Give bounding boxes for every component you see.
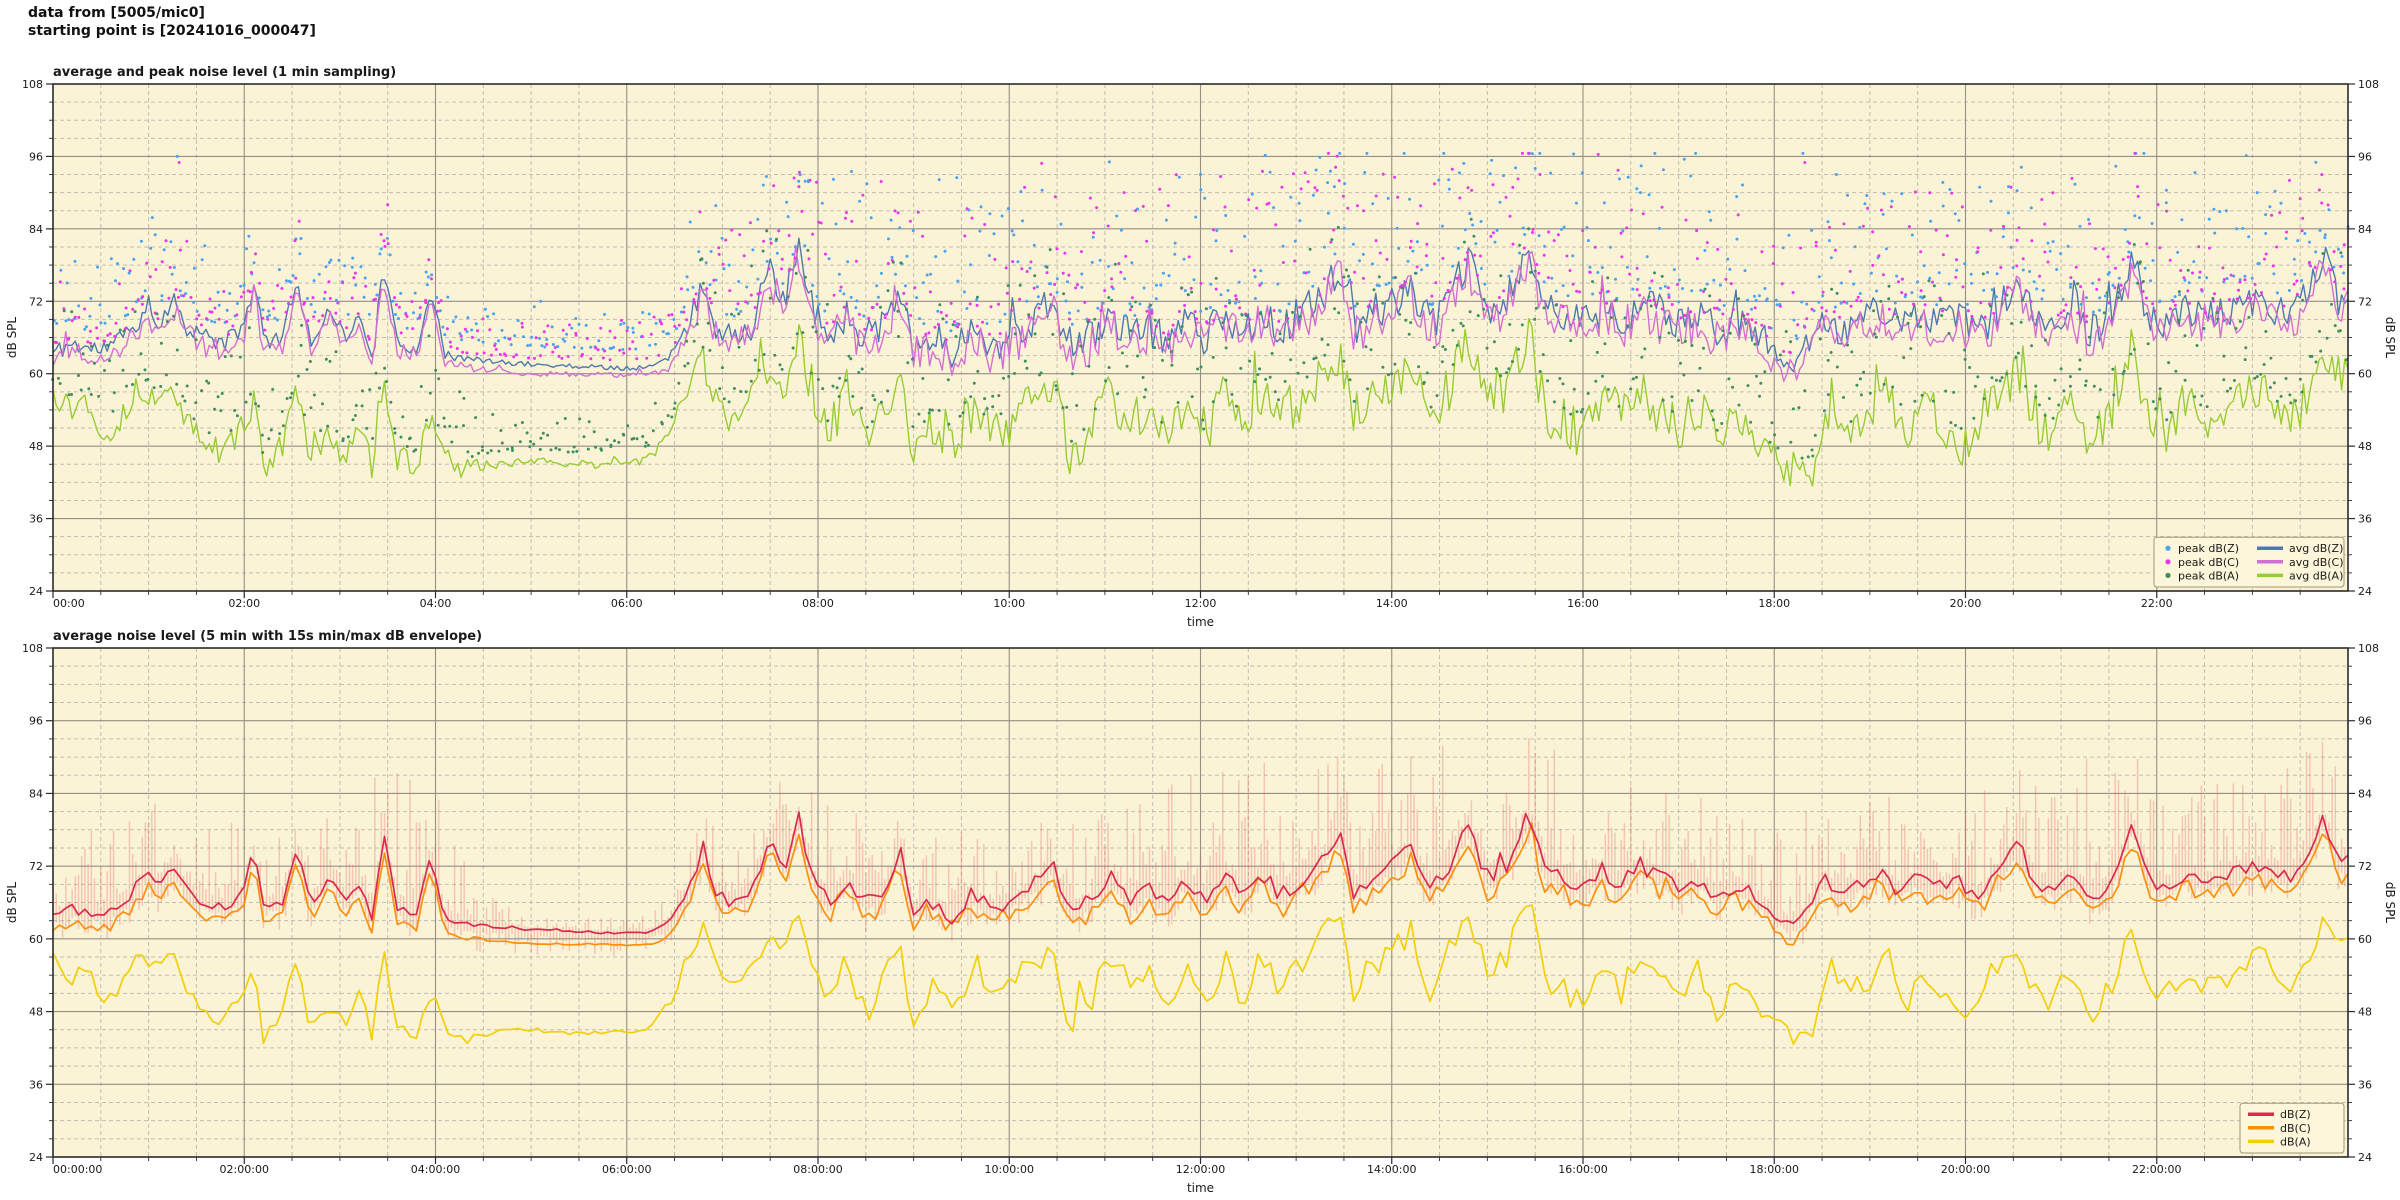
svg-text:96: 96 <box>2358 150 2372 163</box>
series-db-a- <box>52 904 2349 1045</box>
header-start-line: starting point is [20241016_000047] <box>28 23 316 39</box>
x-tick-label: 20:00 <box>1950 597 1982 610</box>
svg-text:108: 108 <box>22 642 43 655</box>
header-source-line: data from [5005/mic0] <box>28 5 205 21</box>
svg-text:36: 36 <box>2358 513 2372 526</box>
svg-text:24: 24 <box>2358 585 2372 598</box>
legend-label: peak dB(Z) <box>2178 542 2239 555</box>
axes: 24 24 36 36 48 48 60 60 72 72 84 84 96 96 108 108 00:00 0… <box>22 78 2379 610</box>
x-tick-label: 10:00 <box>993 597 1025 610</box>
x-tick-label: 18:00 <box>1758 597 1790 610</box>
series-db-c- <box>52 822 2349 947</box>
x-axis-label: time <box>1187 1181 1214 1195</box>
x-tick-label: 18:00:00 <box>1750 1163 1799 1176</box>
series-peak-db-z- <box>52 151 2350 351</box>
series-avg-db-c- <box>52 244 2349 383</box>
chart-title: average and peak noise level (1 min samp… <box>53 65 396 80</box>
svg-text:84: 84 <box>29 787 43 800</box>
svg-text:24: 24 <box>29 585 43 598</box>
x-tick-label: 06:00:00 <box>602 1163 651 1176</box>
svg-text:108: 108 <box>22 78 43 91</box>
x-tick-label: 08:00 <box>802 597 834 610</box>
legend-marker-dot <box>2165 559 2171 565</box>
x-tick-label: 08:00:00 <box>793 1163 842 1176</box>
svg-text:72: 72 <box>29 860 43 873</box>
svg-text:84: 84 <box>2358 223 2372 236</box>
grid <box>53 648 2348 1157</box>
legend-marker-dot <box>2165 545 2171 551</box>
svg-text:48: 48 <box>29 440 43 453</box>
legend-label: avg dB(A) <box>2289 569 2343 582</box>
y-axis-label-left: dB SPL <box>5 317 19 359</box>
x-tick-label: 02:00 <box>228 597 260 610</box>
x-tick-label: 12:00 <box>1185 597 1217 610</box>
top-chart: 24 24 36 36 48 48 60 60 72 72 84 84 96 96 108 108 00:00 0… <box>5 65 2397 629</box>
y-axis-label-right: dB SPL <box>2383 317 2397 359</box>
svg-text:60: 60 <box>2358 368 2372 381</box>
series-peak-db-c- <box>53 151 2346 362</box>
x-tick-label: 04:00:00 <box>411 1163 460 1176</box>
svg-text:36: 36 <box>29 513 43 526</box>
svg-text:108: 108 <box>2358 78 2379 91</box>
svg-text:72: 72 <box>2358 860 2372 873</box>
svg-text:84: 84 <box>2358 787 2372 800</box>
series-peak-db-a- <box>51 217 2348 460</box>
x-tick-label: 10:00:00 <box>985 1163 1034 1176</box>
y-axis-label-right: dB SPL <box>2383 882 2397 924</box>
series-avg-db-z- <box>52 237 2349 373</box>
grid <box>53 84 2348 591</box>
legend-marker-dot <box>2165 572 2171 579</box>
chart-title: average noise level (5 min with 15s min/… <box>53 629 482 644</box>
svg-text:96: 96 <box>29 715 43 728</box>
legend-label: avg dB(C) <box>2289 556 2344 569</box>
svg-text:36: 36 <box>2358 1078 2372 1091</box>
svg-text:84: 84 <box>29 223 43 236</box>
svg-text:96: 96 <box>29 150 43 163</box>
legend: peak dB(Z) avg dB(Z) peak dB(C) avg dB(C) pe… <box>2153 536 2345 588</box>
bottom-chart: 24 24 36 36 48 48 60 60 72 72 84 84 96 96 108 108 00:00:… <box>5 629 2397 1195</box>
svg-text:60: 60 <box>29 933 43 946</box>
svg-text:48: 48 <box>2358 1006 2372 1019</box>
y-axis-label-left: dB SPL <box>5 882 19 924</box>
svg-text:48: 48 <box>2358 440 2372 453</box>
x-tick-label: 14:00:00 <box>1367 1163 1416 1176</box>
legend: dB(Z)dB(C)dB(A) <box>2239 1102 2345 1154</box>
x-tick-label: 22:00 <box>2141 597 2173 610</box>
svg-text:48: 48 <box>29 1006 43 1019</box>
x-tick-label: 04:00 <box>420 597 452 610</box>
svg-text:60: 60 <box>29 368 43 381</box>
series-db-z- <box>52 811 2349 935</box>
legend-label: peak dB(A) <box>2178 569 2239 582</box>
x-tick-label: 22:00:00 <box>2132 1163 2181 1176</box>
svg-text:108: 108 <box>2358 642 2379 655</box>
x-tick-label: 02:00:00 <box>220 1163 269 1176</box>
svg-text:72: 72 <box>29 295 43 308</box>
x-tick-label: 16:00:00 <box>1558 1163 1607 1176</box>
x-tick-label: 12:00:00 <box>1176 1163 1225 1176</box>
svg-text:24: 24 <box>2358 1151 2372 1164</box>
x-tick-label: 20:00:00 <box>1941 1163 1990 1176</box>
legend-label: dB(C) <box>2280 1122 2311 1135</box>
legend-label: dB(Z) <box>2280 1108 2311 1121</box>
x-tick-label: 14:00 <box>1376 597 1408 610</box>
legend-label: dB(A) <box>2280 1135 2311 1148</box>
svg-text:72: 72 <box>2358 295 2372 308</box>
x-axis-label: time <box>1187 615 1214 629</box>
svg-text:60: 60 <box>2358 933 2372 946</box>
svg-text:96: 96 <box>2358 715 2372 728</box>
svg-text:36: 36 <box>29 1078 43 1091</box>
axes: 24 24 36 36 48 48 60 60 72 72 84 84 96 96 108 108 00:00:… <box>22 642 2379 1176</box>
x-tick-label: 06:00 <box>611 597 643 610</box>
legend-label: avg dB(Z) <box>2289 542 2343 555</box>
x-tick-label: 16:00 <box>1567 597 1599 610</box>
legend-label: peak dB(C) <box>2178 556 2239 569</box>
svg-text:24: 24 <box>29 1151 43 1164</box>
x-tick-label: 00:00:00 <box>53 1163 102 1176</box>
series-avg-db-a- <box>52 317 2349 487</box>
x-tick-label: 00:00 <box>53 597 85 610</box>
